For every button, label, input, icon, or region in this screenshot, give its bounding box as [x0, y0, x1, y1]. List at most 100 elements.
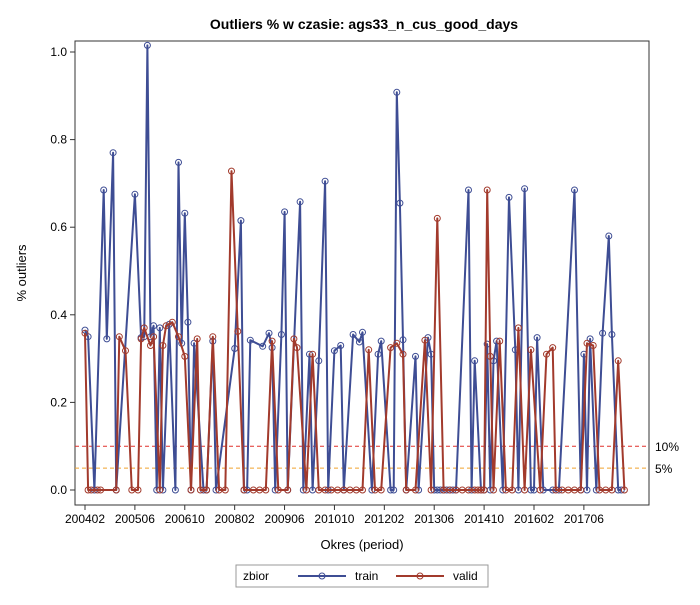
- y-tick-label: 0.8: [50, 133, 67, 147]
- data-point: [140, 324, 148, 332]
- data-point: [521, 486, 529, 494]
- data-point: [150, 333, 158, 341]
- data-point: [112, 486, 120, 494]
- y-tick-label: 0.0: [50, 483, 67, 497]
- data-point: [281, 208, 289, 216]
- reference-line-label: 5%: [655, 462, 673, 476]
- x-tick-label: 201410: [464, 512, 504, 526]
- legend-entry-label: train: [355, 569, 378, 583]
- data-point: [147, 342, 154, 349]
- data-point: [168, 318, 176, 326]
- data-point: [365, 346, 373, 354]
- data-point: [359, 328, 366, 336]
- data-point: [296, 198, 304, 206]
- data-point: [330, 347, 338, 355]
- data-point: [427, 486, 435, 494]
- data-point: [81, 326, 89, 334]
- data-point: [321, 177, 329, 185]
- x-tick-label: 200506: [115, 512, 155, 526]
- data-point: [337, 342, 345, 349]
- data-point: [614, 357, 622, 365]
- data-point: [277, 331, 285, 338]
- legend-frame: [235, 564, 489, 588]
- data-point: [131, 190, 139, 198]
- data-point: [81, 329, 89, 337]
- data-point: [620, 486, 628, 494]
- data-point: [221, 486, 229, 494]
- x-tick-label: 201010: [314, 512, 354, 526]
- data-point: [393, 339, 401, 347]
- data-point: [228, 167, 235, 175]
- data-point: [234, 327, 242, 335]
- data-point: [84, 486, 92, 494]
- data-point: [309, 350, 317, 358]
- data-point: [150, 322, 158, 330]
- data-point: [268, 337, 276, 345]
- data-point: [156, 486, 164, 494]
- data-point: [486, 352, 494, 360]
- data-point: [465, 186, 472, 194]
- x-axis-title: Okres (period): [320, 537, 403, 552]
- data-point: [496, 337, 504, 345]
- data-point: [571, 186, 578, 194]
- plot-frame: [74, 40, 650, 506]
- data-point: [109, 149, 117, 157]
- data-point: [103, 335, 111, 343]
- data-point: [209, 333, 217, 341]
- data-point: [402, 486, 410, 494]
- data-point: [181, 209, 189, 217]
- data-point: [237, 217, 245, 225]
- legend-entry-label: valid: [453, 569, 478, 583]
- data-point: [505, 193, 513, 201]
- data-point: [349, 331, 357, 338]
- data-point: [387, 486, 395, 494]
- y-tick-label: 0.4: [50, 308, 67, 322]
- data-point: [399, 336, 407, 344]
- data-point: [608, 331, 616, 338]
- data-point: [143, 41, 151, 49]
- x-tick-label: 200802: [215, 512, 255, 526]
- data-point: [374, 350, 382, 358]
- x-tick-label: 201306: [414, 512, 454, 526]
- data-point: [259, 342, 267, 350]
- data-point: [412, 352, 419, 360]
- data-point: [480, 486, 488, 494]
- data-point: [393, 88, 401, 96]
- data-point: [137, 335, 145, 343]
- data-point: [589, 342, 597, 349]
- series-line: [84, 44, 622, 491]
- data-point: [181, 352, 189, 360]
- data-point: [377, 486, 385, 494]
- data-point: [433, 214, 441, 222]
- data-point: [387, 344, 395, 352]
- data-point: [599, 329, 607, 337]
- data-point: [577, 486, 585, 494]
- data-point: [359, 486, 366, 494]
- x-tick-label: 201706: [564, 512, 604, 526]
- x-tick-label: 201202: [364, 512, 404, 526]
- data-point: [377, 337, 385, 345]
- data-point: [193, 335, 201, 343]
- legend-title: zbior: [243, 569, 269, 583]
- data-point: [412, 486, 419, 494]
- data-point: [284, 486, 292, 494]
- data-point: [608, 486, 616, 494]
- data-point: [477, 486, 485, 494]
- data-point: [355, 338, 363, 346]
- data-point: [293, 344, 301, 352]
- data-point: [605, 232, 613, 240]
- data-point: [290, 335, 298, 343]
- data-point: [240, 486, 248, 494]
- data-point: [94, 486, 101, 494]
- data-point: [396, 199, 404, 207]
- data-point: [175, 158, 182, 166]
- data-point: [175, 333, 182, 341]
- data-point: [262, 486, 270, 494]
- series-valid: [81, 167, 628, 494]
- data-point: [156, 324, 164, 332]
- data-point: [162, 322, 170, 330]
- legend-swatch-marker: [416, 572, 424, 580]
